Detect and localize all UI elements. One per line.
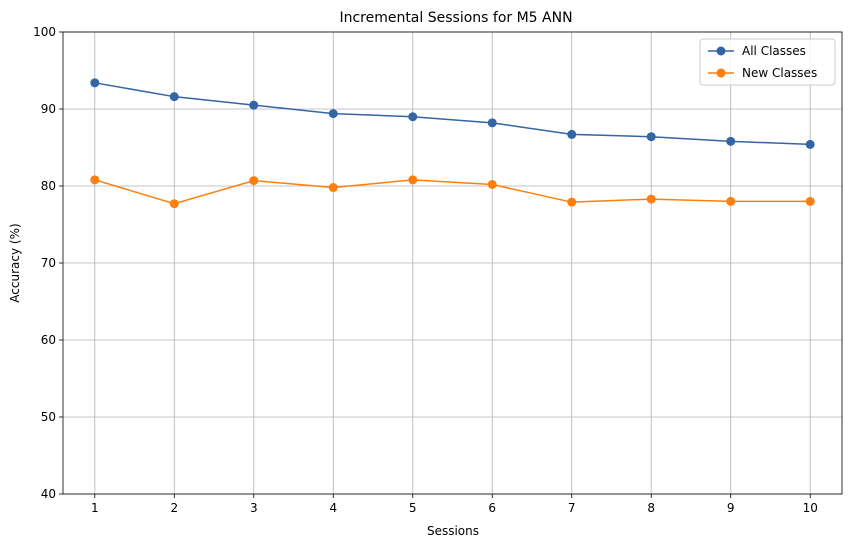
- data-point: [169, 199, 179, 209]
- data-point: [408, 112, 418, 122]
- data-point: [646, 132, 656, 142]
- data-point: [726, 136, 736, 146]
- x-tick-label: 4: [329, 501, 337, 515]
- data-point: [805, 196, 815, 206]
- data-point: [567, 197, 577, 207]
- x-tick-label: 2: [170, 501, 178, 515]
- y-tick-label: 80: [41, 179, 56, 193]
- legend-label: All Classes: [742, 44, 806, 58]
- data-point: [90, 78, 100, 88]
- data-point: [328, 183, 338, 193]
- axis-ticks: 1 2 3 4 5 6 7 8 9 10 40 50 60 70 80 90 100: [33, 25, 818, 515]
- x-tick-label: 10: [803, 501, 818, 515]
- y-tick-label: 40: [41, 487, 56, 501]
- y-axis-label: Accuracy (%): [8, 223, 22, 302]
- data-point: [328, 109, 338, 119]
- chart-legend: All Classes New Classes: [699, 38, 836, 86]
- chart-title: Incremental Sessions for M5 ANN: [339, 10, 572, 26]
- legend-marker: [716, 68, 726, 78]
- data-point: [249, 100, 259, 110]
- x-tick-label: 1: [91, 501, 99, 515]
- x-tick-label: 9: [727, 501, 735, 515]
- series-line: [94, 179, 811, 205]
- data-point: [726, 196, 736, 206]
- data-point: [805, 139, 815, 149]
- series-layer: [90, 78, 815, 209]
- x-tick-label: 3: [250, 501, 258, 515]
- data-point: [169, 92, 179, 102]
- legend-item: New Classes: [708, 66, 817, 80]
- y-tick-label: 90: [41, 102, 56, 116]
- legend-label: New Classes: [742, 66, 817, 80]
- x-axis-label: Sessions: [427, 524, 479, 538]
- series-1: [90, 175, 815, 209]
- x-tick-label: 5: [409, 501, 417, 515]
- series-line: [94, 82, 811, 146]
- data-point: [487, 179, 497, 189]
- data-point: [487, 118, 497, 128]
- y-tick-label: 70: [41, 256, 56, 270]
- x-tick-label: 7: [568, 501, 576, 515]
- y-tick-label: 100: [33, 25, 56, 39]
- legend-marker: [716, 46, 726, 56]
- y-tick-label: 60: [41, 333, 56, 347]
- legend-item: All Classes: [708, 44, 806, 58]
- x-tick-label: 8: [647, 501, 655, 515]
- x-tick-label: 6: [488, 501, 496, 515]
- y-tick-label: 50: [41, 410, 56, 424]
- series-0: [90, 78, 815, 149]
- data-point: [90, 175, 100, 185]
- data-point: [249, 176, 259, 186]
- data-point: [408, 175, 418, 185]
- data-point: [646, 194, 656, 204]
- data-point: [567, 129, 577, 139]
